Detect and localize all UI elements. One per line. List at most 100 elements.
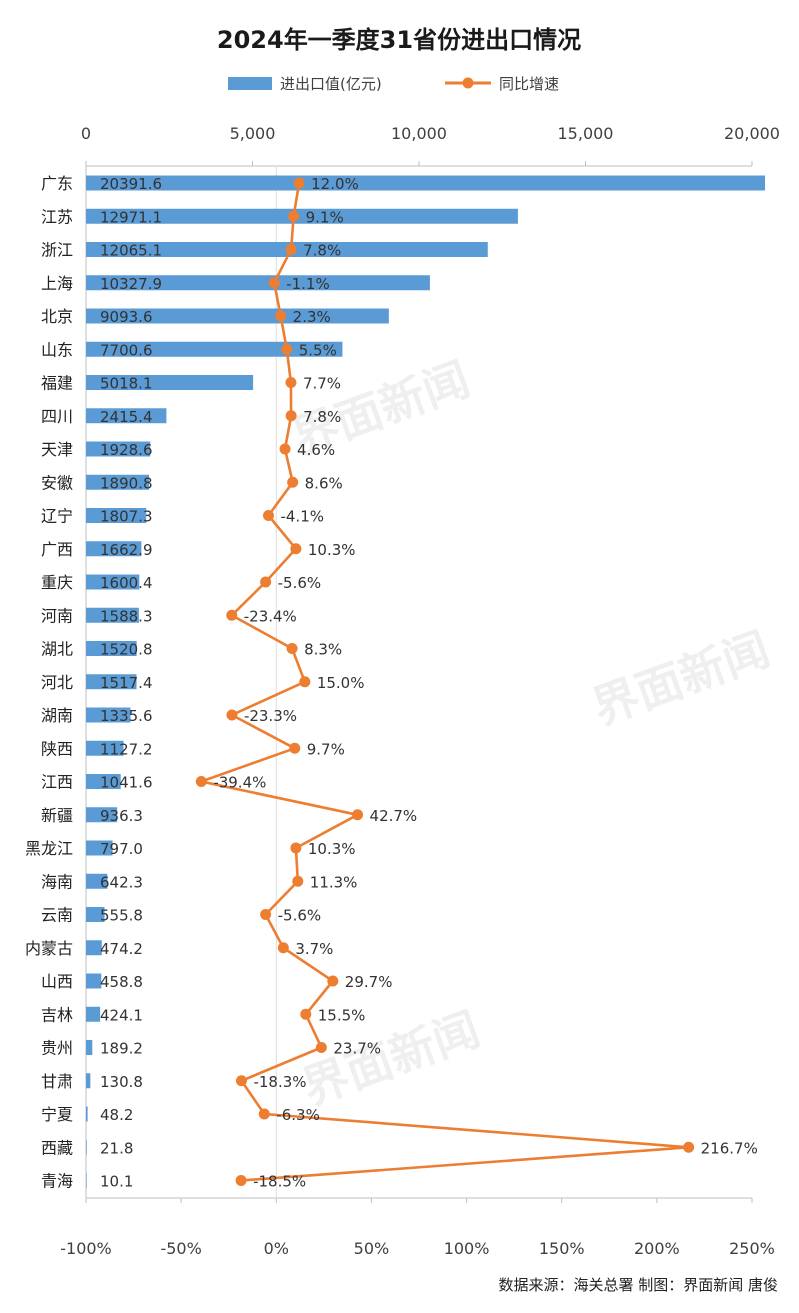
growth-value-label: 2.3% xyxy=(293,308,331,326)
category-label: 重庆 xyxy=(41,573,73,592)
bar xyxy=(86,175,766,191)
growth-marker xyxy=(290,842,302,854)
growth-marker xyxy=(258,1108,270,1120)
growth-marker xyxy=(293,177,305,189)
growth-marker xyxy=(281,343,293,355)
growth-value-label: -4.1% xyxy=(280,508,324,526)
legend: 进出口值(亿元) 同比增速 xyxy=(228,75,559,93)
bar-value-label: 1517.4 xyxy=(100,674,153,692)
growth-marker xyxy=(226,609,238,621)
bar xyxy=(86,1006,101,1022)
bottom-axis: -100% -50% 0% 50% 100% 150% 200% 250% xyxy=(60,166,775,1258)
top-axis-tick-label: 0 xyxy=(81,124,91,143)
category-label: 辽宁 xyxy=(41,507,73,526)
chart-title: 2024年一季度31省份进出口情况 xyxy=(217,26,581,54)
growth-value-label: 15.0% xyxy=(317,674,365,692)
category-label: 四川 xyxy=(41,407,73,426)
growth-value-label: 10.3% xyxy=(308,840,356,858)
growth-value-labels: 12.0% 9.1% 7.8% -1.1% 2.3% 5.5% 7.7% 7.8% 4.6% 8.… xyxy=(213,175,758,1191)
bar-value-label: 424.1 xyxy=(100,1006,143,1024)
growth-value-label: 12.0% xyxy=(311,175,359,193)
bar xyxy=(86,1040,93,1055)
bar-value-label: 555.8 xyxy=(100,907,143,925)
growth-marker xyxy=(226,709,238,721)
growth-marker xyxy=(288,210,300,222)
category-label: 宁夏 xyxy=(41,1105,73,1124)
growth-marker xyxy=(289,742,301,754)
growth-value-label: -5.6% xyxy=(278,907,322,925)
growth-value-label: -1.1% xyxy=(286,275,330,293)
category-label: 吉林 xyxy=(41,1005,73,1024)
category-label: 河南 xyxy=(41,606,73,625)
bar xyxy=(86,508,147,523)
bar xyxy=(86,807,118,823)
bar-value-label: 797.0 xyxy=(100,840,143,858)
growth-value-label: -39.4% xyxy=(213,774,266,792)
category-label: 山西 xyxy=(41,972,73,991)
bar-value-label: 20391.6 xyxy=(100,175,162,193)
category-label: 云南 xyxy=(41,906,73,925)
legend-label-bar: 进出口值(亿元) xyxy=(280,75,382,93)
growth-value-label: 216.7% xyxy=(701,1139,758,1157)
category-label: 广西 xyxy=(41,540,73,559)
bar-value-label: 9093.6 xyxy=(100,308,153,326)
growth-value-label: 9.1% xyxy=(306,208,344,226)
bottom-axis-tick-label: 150% xyxy=(539,1239,585,1258)
bottom-axis-tick-label: -100% xyxy=(60,1239,112,1258)
category-label: 天津 xyxy=(41,440,73,459)
growth-value-label: 5.5% xyxy=(299,341,337,359)
growth-value-label: 23.7% xyxy=(333,1040,381,1058)
bar-value-label: 48.2 xyxy=(100,1106,133,1124)
category-labels: 广东江苏浙江上海北京山东福建四川天津安徽辽宁广西重庆河南湖北河北湖南陕西江西新疆… xyxy=(25,174,73,1191)
growth-marker xyxy=(285,244,297,255)
bar xyxy=(86,973,102,989)
growth-value-label: -18.3% xyxy=(253,1073,306,1091)
top-axis-tick-label: 5,000 xyxy=(230,124,276,143)
legend-swatch-bar xyxy=(228,77,272,90)
bar xyxy=(86,873,108,889)
bar-value-label: 1807.3 xyxy=(100,508,153,526)
growth-marker xyxy=(683,1141,695,1153)
bar xyxy=(86,774,121,789)
bar-value-label: 12971.1 xyxy=(100,208,162,226)
bar-value-label: 189.2 xyxy=(100,1040,143,1058)
bar-value-label: 1890.8 xyxy=(100,474,153,492)
bar-value-label: 21.8 xyxy=(100,1139,133,1157)
growth-marker xyxy=(195,776,207,787)
category-label: 江西 xyxy=(41,773,73,792)
top-axis-tick-label: 15,000 xyxy=(558,124,614,143)
growth-value-label: -23.3% xyxy=(244,707,297,725)
bar xyxy=(86,641,137,656)
category-label: 上海 xyxy=(41,274,73,293)
growth-marker xyxy=(285,410,297,422)
category-label: 北京 xyxy=(41,307,73,326)
bar-value-label: 12065.1 xyxy=(100,242,162,260)
legend-label-line: 同比增速 xyxy=(499,75,559,93)
category-label: 河北 xyxy=(41,673,73,692)
bar xyxy=(86,408,167,424)
bar-value-label: 7700.6 xyxy=(100,341,153,359)
growth-marker xyxy=(286,643,298,654)
growth-marker xyxy=(315,1042,327,1053)
category-label: 江苏 xyxy=(41,207,73,226)
bar xyxy=(86,1106,88,1122)
category-label: 山东 xyxy=(41,340,73,359)
growth-value-label: 7.7% xyxy=(303,375,341,393)
growth-marker xyxy=(235,1175,247,1186)
growth-marker xyxy=(300,1008,312,1020)
growth-value-label: 11.3% xyxy=(310,873,358,891)
growth-marker xyxy=(327,975,339,987)
bar-value-label: 642.3 xyxy=(100,873,143,891)
bar xyxy=(86,574,140,590)
category-label: 甘肃 xyxy=(41,1072,73,1091)
growth-marker xyxy=(275,310,287,322)
bottom-axis-tick-label: 50% xyxy=(354,1239,390,1258)
bar-value-label: 5018.1 xyxy=(100,375,153,393)
bar-value-label: 1127.2 xyxy=(100,740,153,758)
category-label: 黑龙江 xyxy=(25,839,73,858)
bar xyxy=(86,1173,87,1188)
growth-value-label: 10.3% xyxy=(308,541,356,559)
bar xyxy=(86,441,151,457)
source-note: 数据来源：海关总署 制图：界面新闻 唐俊 xyxy=(498,1276,778,1294)
